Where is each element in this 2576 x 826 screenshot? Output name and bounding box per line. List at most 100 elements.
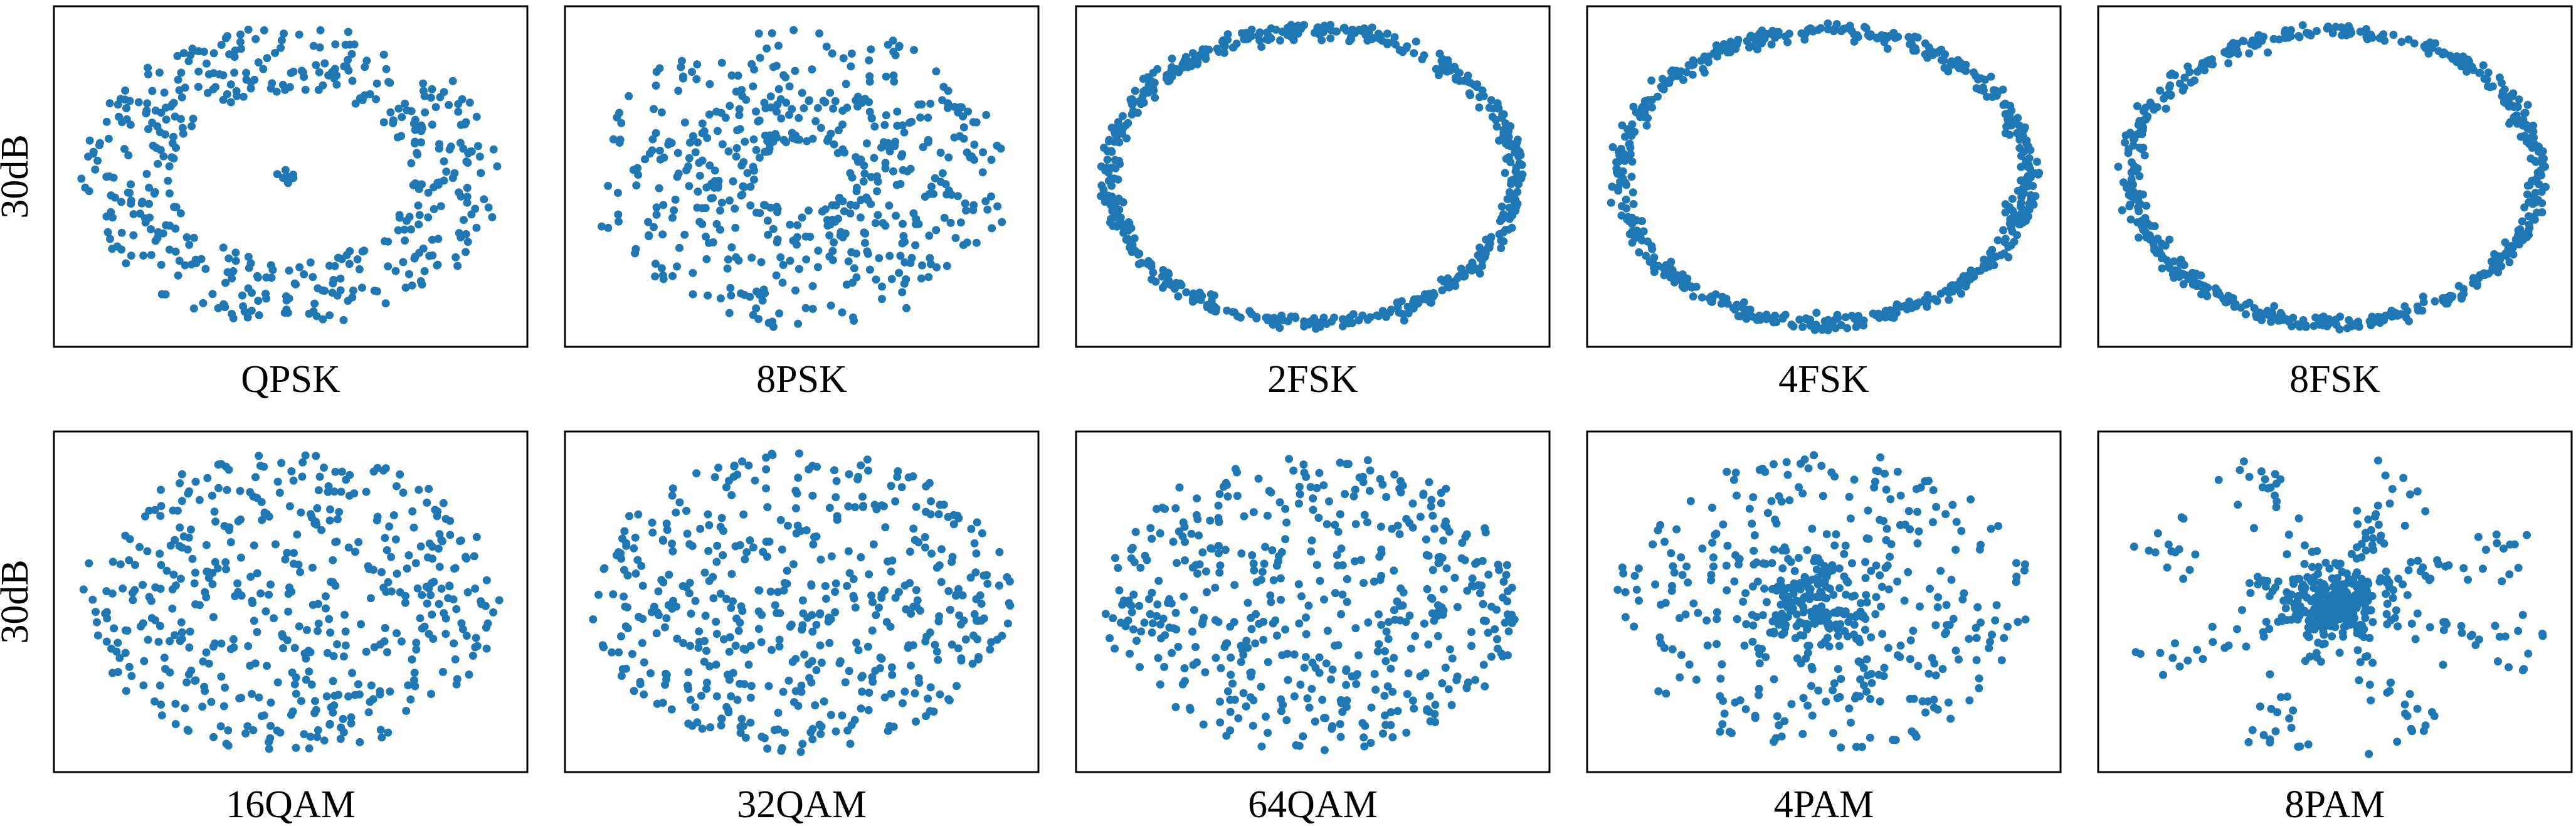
data-point: [842, 280, 851, 289]
data-point: [726, 102, 734, 110]
data-point: [281, 555, 290, 564]
data-point: [1654, 262, 1663, 270]
data-point: [348, 77, 357, 85]
data-point: [369, 695, 377, 704]
data-point: [171, 247, 180, 256]
data-point: [1748, 519, 1756, 528]
data-point: [2165, 235, 2174, 244]
data-point: [482, 644, 491, 653]
data-point: [909, 524, 918, 533]
data-point: [870, 122, 879, 131]
data-point: [2158, 264, 2167, 273]
data-point: [1352, 680, 1361, 689]
data-point: [1850, 30, 1859, 39]
data-point: [1363, 518, 1371, 527]
data-point: [1901, 521, 1909, 529]
data-point: [2199, 655, 2207, 664]
data-point: [704, 547, 713, 555]
x-axis-label: QPSK: [241, 358, 340, 401]
data-point: [361, 63, 369, 71]
data-point: [685, 589, 694, 598]
data-point: [1214, 541, 1223, 550]
data-point: [1148, 534, 1156, 543]
data-point: [1206, 290, 1215, 299]
data-point: [315, 68, 324, 77]
data-point: [1178, 532, 1187, 541]
data-point: [1845, 704, 1854, 713]
data-point: [749, 543, 757, 552]
data-point: [1363, 36, 1372, 45]
data-point: [2281, 26, 2289, 34]
data-point: [2392, 606, 2400, 615]
data-point: [1501, 618, 1509, 627]
data-point: [2400, 700, 2409, 709]
data-point: [972, 238, 981, 247]
data-point: [1936, 566, 1945, 575]
data-point: [1431, 717, 1440, 726]
data-point: [792, 529, 801, 537]
data-point: [1193, 515, 1202, 524]
data-point: [1343, 696, 1351, 705]
data-point: [1822, 697, 1830, 706]
data-point: [451, 655, 460, 664]
data-point: [803, 613, 812, 622]
data-point: [1139, 75, 1148, 83]
data-point: [129, 231, 138, 240]
data-point: [309, 273, 317, 282]
data-point: [1422, 535, 1430, 544]
data-point: [2365, 317, 2374, 326]
data-point: [1216, 561, 1225, 570]
data-point: [229, 267, 238, 275]
data-point: [931, 640, 939, 649]
data-point: [882, 72, 890, 81]
data-point: [401, 236, 409, 245]
data-point: [1153, 612, 1161, 620]
data-point: [659, 275, 668, 283]
data-point: [1179, 518, 1188, 527]
data-point: [1914, 527, 1923, 536]
data-point: [1815, 610, 1824, 618]
data-point: [2410, 39, 2419, 48]
data-point: [1378, 307, 1387, 315]
plot-frame: [564, 5, 1040, 348]
data-point: [1347, 35, 1356, 44]
data-point: [2340, 24, 2349, 33]
data-point: [932, 563, 941, 572]
data-point: [421, 108, 430, 117]
data-point: [2271, 491, 2279, 500]
data-point: [1400, 316, 1408, 325]
data-point: [1855, 692, 1864, 701]
data-point: [2268, 309, 2277, 317]
data-point: [1980, 255, 1988, 264]
data-point: [832, 477, 841, 485]
data-point: [2287, 615, 2296, 624]
data-point: [348, 293, 357, 302]
data-point: [1822, 583, 1830, 591]
data-point: [1414, 299, 1423, 307]
data-point: [808, 65, 816, 74]
data-point: [1491, 625, 1499, 633]
data-point: [287, 467, 296, 475]
data-point: [1872, 593, 1881, 601]
data-point: [1144, 595, 1153, 603]
data-point: [2125, 182, 2134, 190]
data-point: [325, 719, 334, 728]
data-point: [922, 507, 930, 516]
data-point: [769, 225, 778, 233]
data-point: [1263, 511, 1272, 520]
data-point: [791, 286, 800, 295]
data-point: [755, 116, 764, 125]
data-point: [329, 652, 338, 660]
data-point: [1326, 21, 1335, 29]
data-point: [175, 257, 184, 265]
data-point: [794, 702, 803, 710]
plot-frame: [1586, 5, 2062, 348]
data-point: [1511, 167, 1520, 176]
data-point: [1934, 593, 1943, 601]
data-point: [956, 218, 965, 227]
data-point: [243, 313, 252, 322]
plot-frame: [564, 430, 1040, 773]
data-point: [160, 88, 169, 97]
data-point: [737, 714, 746, 723]
x-axis-label: 4FSK: [1778, 358, 1869, 401]
